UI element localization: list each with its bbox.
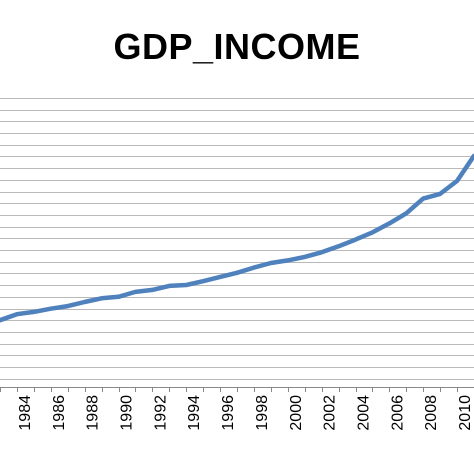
chart-title: GDP_INCOME [113,26,361,67]
x-tick-label: 1986 [51,395,68,431]
x-tick-label: 1990 [119,395,136,431]
x-tick-label: 1988 [85,395,102,431]
x-tick-labels: 1984 1986 1988 1990 1992 1994 1996 1998 2000 2002… [17,395,474,431]
x-tick-label: 2000 [288,395,305,431]
gridlines [0,98,474,380]
series-line [0,153,474,323]
x-tick-label: 2006 [389,395,406,431]
x-tick-label: 2010 [457,395,474,431]
x-tick-label: 2002 [322,395,339,431]
x-tick-label: 1994 [186,395,203,431]
x-tick-label: 1992 [152,395,169,431]
series-layer [0,153,474,323]
x-tick-label: 1998 [254,395,271,431]
x-tick-label: 2004 [356,395,373,431]
x-tick-label: 1996 [220,395,237,431]
x-tick-label: 2008 [423,395,440,431]
x-axis [0,387,474,392]
x-tick-label: 1984 [17,395,34,431]
